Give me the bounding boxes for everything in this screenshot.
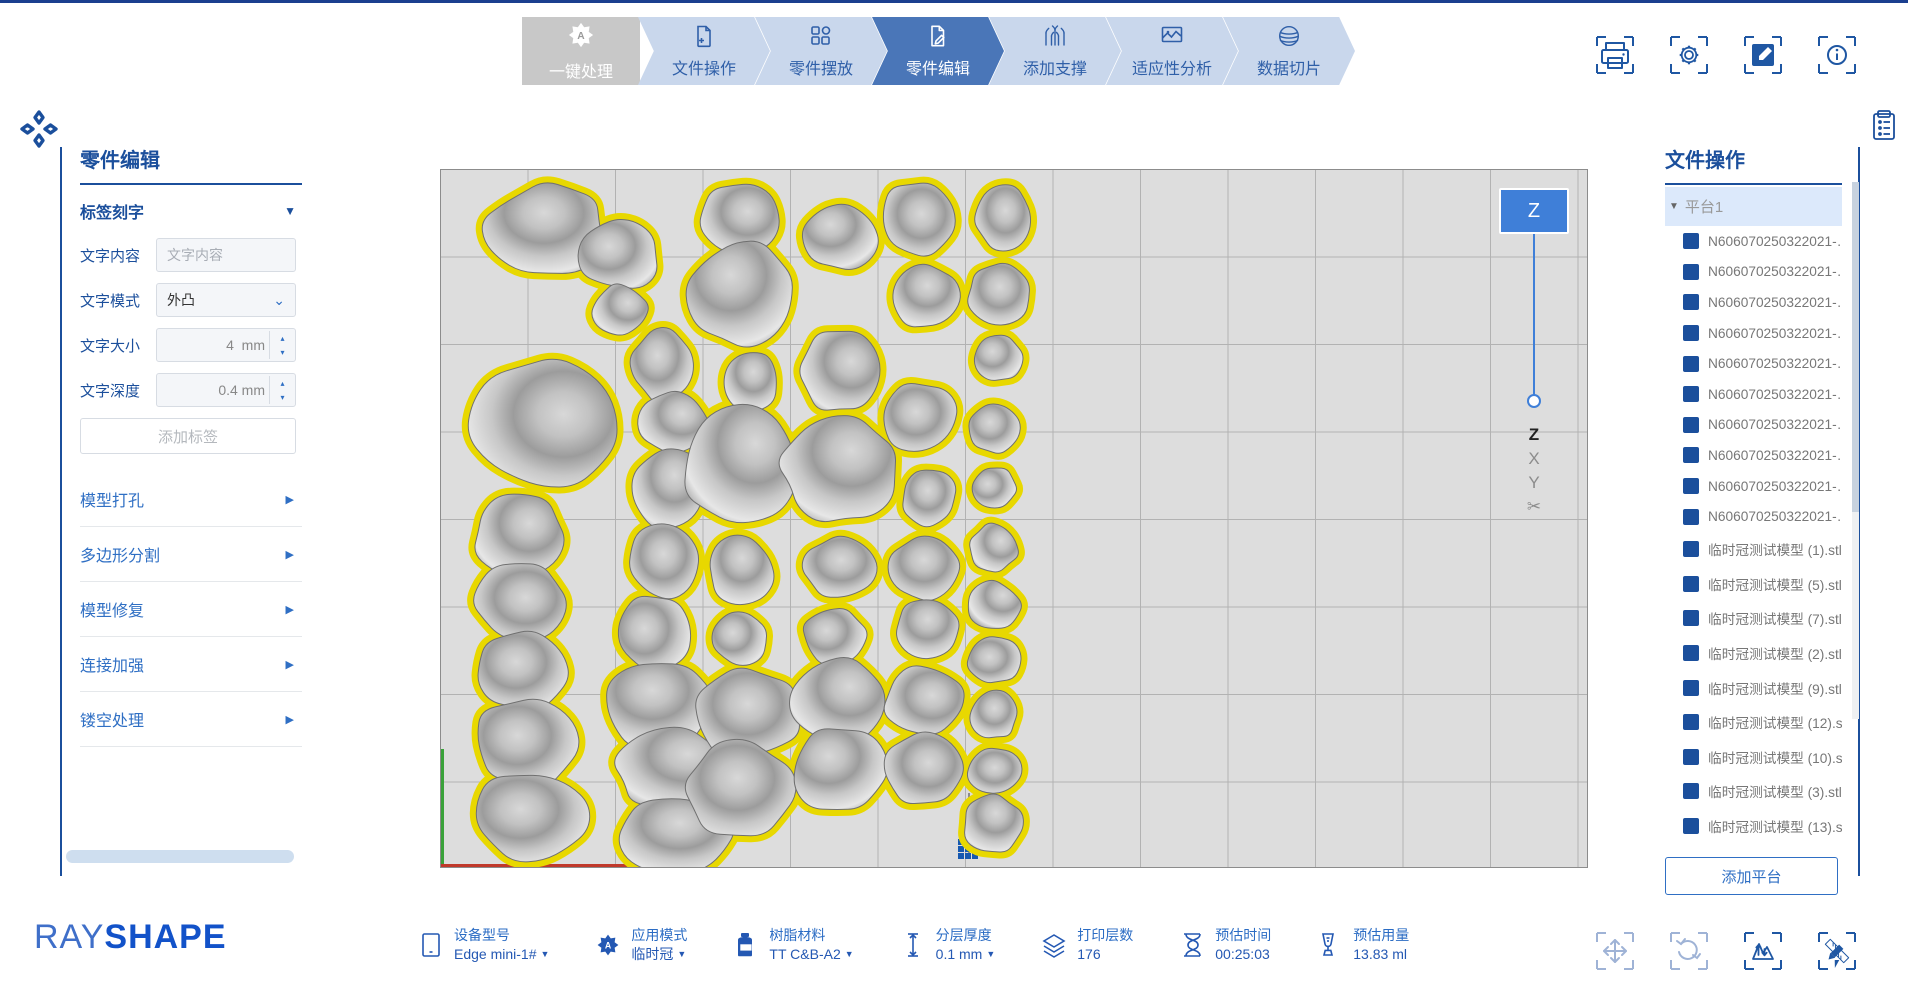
svg-text:A: A — [577, 31, 585, 42]
svg-text:A: A — [605, 941, 612, 951]
